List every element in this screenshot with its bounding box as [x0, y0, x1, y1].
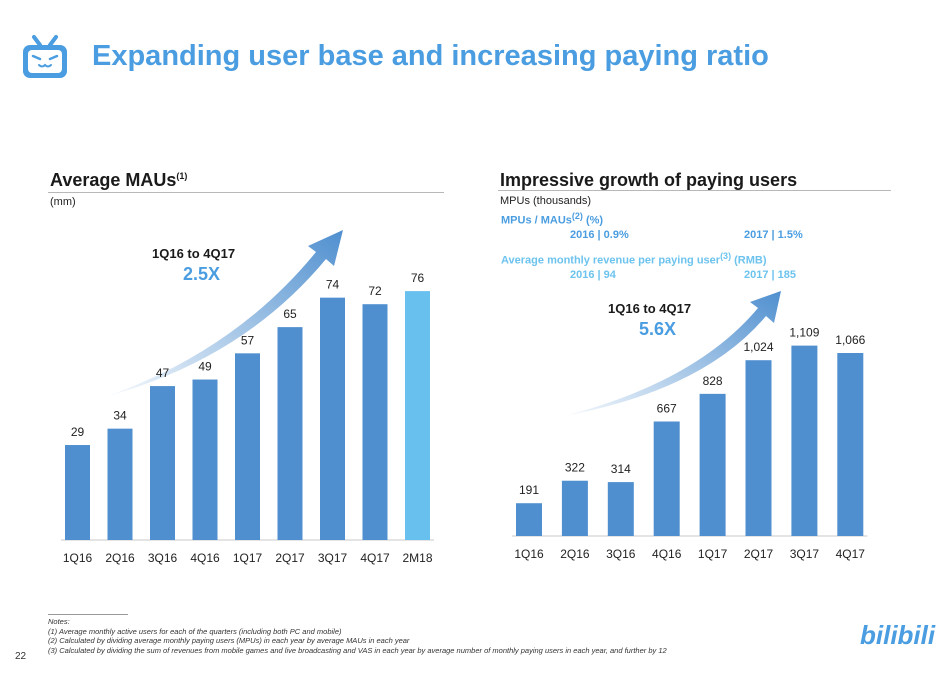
x-tick-label: 4Q17 [360, 551, 390, 565]
right-panel-rule [498, 190, 891, 191]
data-label: 314 [611, 462, 631, 476]
ratio-2016: 2016 | 0.9% [570, 229, 629, 241]
bar-1q16 [65, 445, 90, 540]
note-2: (2) Calculated by dividing average month… [48, 636, 410, 645]
bar-1q17 [235, 353, 260, 540]
left-growth-label: 1Q16 to 4Q17 [152, 246, 236, 261]
x-tick-label: 2Q17 [275, 551, 305, 565]
data-label: 667 [657, 401, 677, 415]
data-label: 191 [519, 483, 539, 497]
mpu-chart: 191 1Q16 322 2Q16 314 3Q16 667 4Q16 828 1Q17 1,024… [512, 291, 868, 561]
footnotes: Notes: (1) Average monthly active users … [48, 617, 667, 655]
data-label: 1,109 [789, 326, 819, 340]
x-tick-label: 3Q16 [148, 551, 178, 565]
left-panel-unit: (mm) [50, 196, 76, 208]
left-growth-value: 2.5X [183, 264, 221, 284]
page-number: 22 [15, 651, 27, 662]
right-panel-unit: MPUs (thousands) [500, 195, 592, 207]
ratio-label-sup: (2) [571, 211, 583, 221]
brand-logo: bilibili [860, 620, 936, 650]
data-label: 65 [283, 307, 297, 321]
bar-2q16 [561, 480, 588, 536]
x-tick-label: 1Q16 [514, 547, 544, 561]
x-tick-label: 2Q16 [105, 551, 135, 565]
data-label: 49 [198, 360, 212, 374]
arppu-label-text: Average monthly revenue per paying user [501, 254, 721, 267]
data-label: 322 [565, 461, 585, 475]
data-label: 72 [368, 284, 382, 298]
x-tick-label: 4Q17 [836, 547, 866, 561]
right-growth-label: 1Q16 to 4Q17 [608, 301, 692, 316]
bar-4q17 [362, 304, 388, 540]
bar-2q16 [107, 428, 133, 540]
left-panel-title-text: Average MAUs [50, 170, 177, 190]
bar-3q17 [320, 297, 345, 540]
arppu-label-sup: (3) [720, 251, 732, 261]
tv-face-icon [23, 35, 67, 78]
arppu-2016: 2016 | 94 [570, 269, 616, 281]
ratio-label-text: MPUs / MAUs [501, 214, 572, 227]
right-panel-title: Impressive growth of paying users [500, 170, 798, 190]
bar-4q16 [192, 379, 218, 540]
x-tick-label: 1Q16 [63, 551, 93, 565]
data-label: 1,066 [835, 333, 865, 347]
left-panel-rule [48, 192, 444, 193]
right-growth-value: 5.6X [639, 319, 677, 339]
x-tick-label: 4Q16 [652, 547, 682, 561]
x-tick-label: 2Q16 [560, 547, 590, 561]
data-label: 34 [113, 409, 127, 423]
note-3: (3) Calculated by dividing the sum of re… [48, 645, 667, 655]
data-label: 29 [71, 425, 85, 439]
data-label: 76 [411, 271, 425, 285]
ratio-label: MPUs / MAUs(2) (%) [501, 211, 603, 227]
mau-chart: 29 1Q16 34 2Q16 47 3Q16 49 4Q16 57 1Q17 65 2Q17 74 3Q… [61, 230, 434, 565]
ratio-label-suffix: (%) [585, 214, 604, 227]
data-label: 57 [241, 333, 255, 347]
bar-2q17 [277, 327, 303, 540]
x-tick-label: 1Q17 [233, 551, 263, 565]
x-tick-label: 3Q17 [318, 551, 348, 565]
x-tick-label: 1Q17 [698, 547, 728, 561]
note-1: (1) Average monthly active users for eac… [48, 626, 342, 636]
bar-1q17 [699, 393, 726, 536]
arppu-2017: 2017 | 185 [744, 269, 797, 281]
data-label: 828 [703, 374, 723, 388]
bar-2q17 [745, 360, 772, 536]
x-tick-label: 3Q16 [606, 547, 636, 561]
x-tick-label: 2M18 [402, 551, 432, 565]
x-tick-label: 4Q16 [190, 551, 220, 565]
x-tick-label: 2Q17 [744, 547, 774, 561]
bar-3q16 [150, 386, 175, 540]
arppu-label-suffix: (RMB) [734, 254, 767, 267]
x-tick-label: 3Q17 [790, 547, 820, 561]
bar-1q16 [516, 503, 542, 536]
data-label: 47 [156, 366, 170, 380]
slide-title: Expanding user base and increasing payin… [92, 40, 769, 72]
ratio-2017: 2017 | 1.5% [744, 229, 803, 241]
notes-heading: Notes: [48, 617, 70, 626]
left-panel-title-sup: (1) [176, 171, 188, 181]
bar-2m18 [405, 291, 430, 540]
notes-rule [48, 614, 128, 615]
growth-arrow-left [108, 230, 343, 396]
growth-arrow-right [564, 291, 781, 416]
arppu-label: Average monthly revenue per paying user(… [501, 251, 767, 267]
bar-4q17 [837, 353, 864, 536]
bar-3q16 [607, 482, 634, 536]
bar-4q16 [653, 421, 680, 536]
left-panel-title: Average MAUs(1) [50, 170, 187, 191]
bar-3q17 [791, 345, 818, 536]
data-label: 1,024 [743, 340, 773, 354]
data-label: 74 [326, 278, 340, 292]
